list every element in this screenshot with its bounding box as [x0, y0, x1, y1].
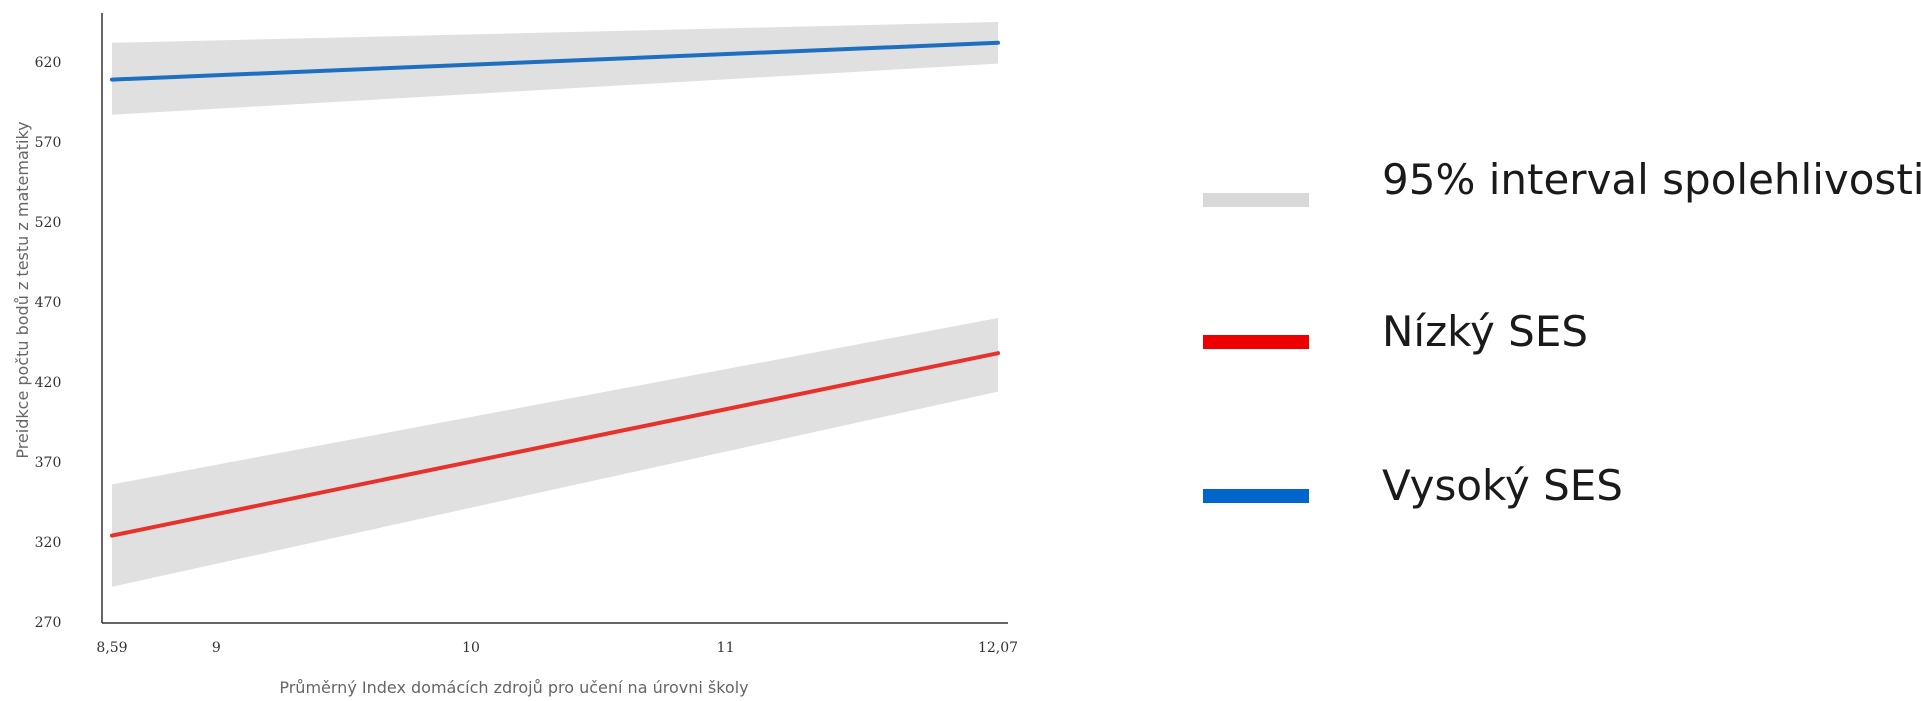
series-lines	[110, 40, 1000, 538]
y-tick-label: 470	[35, 295, 62, 311]
legend-swatch-high-ses	[1203, 489, 1309, 503]
y-tick-label: 370	[35, 455, 62, 471]
y-tick-label: 320	[35, 535, 62, 551]
y-tick-label: 620	[35, 55, 62, 71]
x-axis-title: Průměrný Index domácích zdrojů pro učení…	[279, 678, 748, 697]
axes	[101, 13, 1008, 624]
y-tick-label: 570	[35, 135, 62, 151]
legend-item-low-ses: Nízký SES	[1195, 307, 1915, 373]
y-axis-ticks: 270 320 370 420 470 520 570 620	[35, 55, 62, 631]
confidence-bands	[112, 22, 998, 587]
x-axis-ticks: 8,59 9 10 11 12,07	[96, 640, 1018, 656]
x-tick-label: 12,07	[978, 640, 1018, 656]
legend-item-high-ses: Vysoký SES	[1195, 461, 1915, 527]
series-line-high-ses	[110, 40, 1000, 82]
x-tick-label: 9	[212, 640, 221, 656]
x-tick-label: 11	[717, 640, 735, 656]
x-tick-label: 8,59	[96, 640, 127, 656]
y-tick-label: 270	[35, 615, 62, 631]
ci-band-high-ses	[112, 22, 998, 115]
legend-swatch-low-ses	[1203, 335, 1309, 349]
y-tick-label: 420	[35, 375, 62, 391]
y-tick-label: 520	[35, 215, 62, 231]
ci-band-low-ses	[112, 318, 998, 587]
legend-item-ci: 95% interval spolehlivosti	[1195, 155, 1921, 215]
series-line-low-ses	[110, 351, 1000, 538]
legend-label-high-ses: Vysoký SES	[1382, 461, 1623, 510]
legend-swatch-ci	[1203, 193, 1309, 207]
y-axis-title: Preidkce počtu bodů z testu z matematiky	[13, 121, 32, 458]
legend-label-low-ses: Nízký SES	[1382, 307, 1589, 356]
x-tick-label: 10	[462, 640, 480, 656]
legend-label-ci: 95% interval spolehlivosti	[1382, 155, 1921, 204]
